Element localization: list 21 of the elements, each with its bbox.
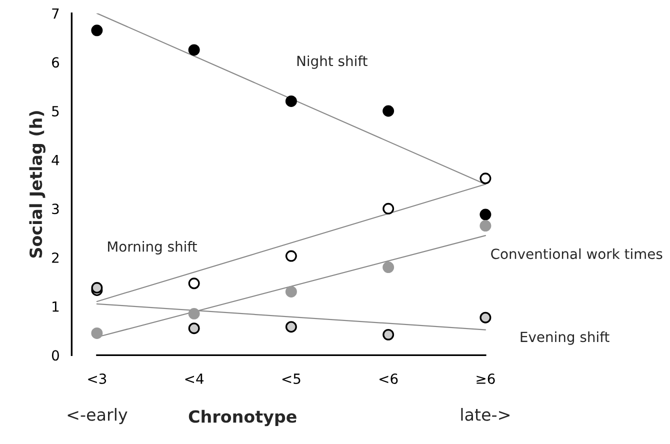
x-tick-label: <5 xyxy=(282,374,300,384)
y-tick-label: 0 xyxy=(52,350,59,361)
x-axis-title: Chronotype xyxy=(188,410,296,426)
y-tick-label: 2 xyxy=(52,252,58,263)
series-label: Conventional work times xyxy=(491,248,662,260)
text: Night shift xyxy=(297,55,368,69)
text: <-early xyxy=(68,408,128,424)
y-tick-label: 4 xyxy=(52,154,60,166)
x-tick-label: <3 xyxy=(88,374,106,384)
text: late-> xyxy=(461,408,510,421)
x-tick-label: ≥6 xyxy=(476,374,495,384)
text: Evening shift xyxy=(520,331,610,345)
y-tick-label: 7 xyxy=(52,8,59,19)
y-axis-title: Social Jetlag (h) xyxy=(29,111,46,258)
x-tick-label: <6 xyxy=(380,374,398,384)
y-tick-label: 3 xyxy=(52,204,59,214)
series-label: Morning shift xyxy=(108,241,197,254)
y-tick-label: 5 xyxy=(52,106,59,116)
y-tick-label: 1 xyxy=(52,302,59,312)
y-tick-label: 6 xyxy=(52,57,60,68)
x-tick-label: <4 xyxy=(185,374,204,384)
